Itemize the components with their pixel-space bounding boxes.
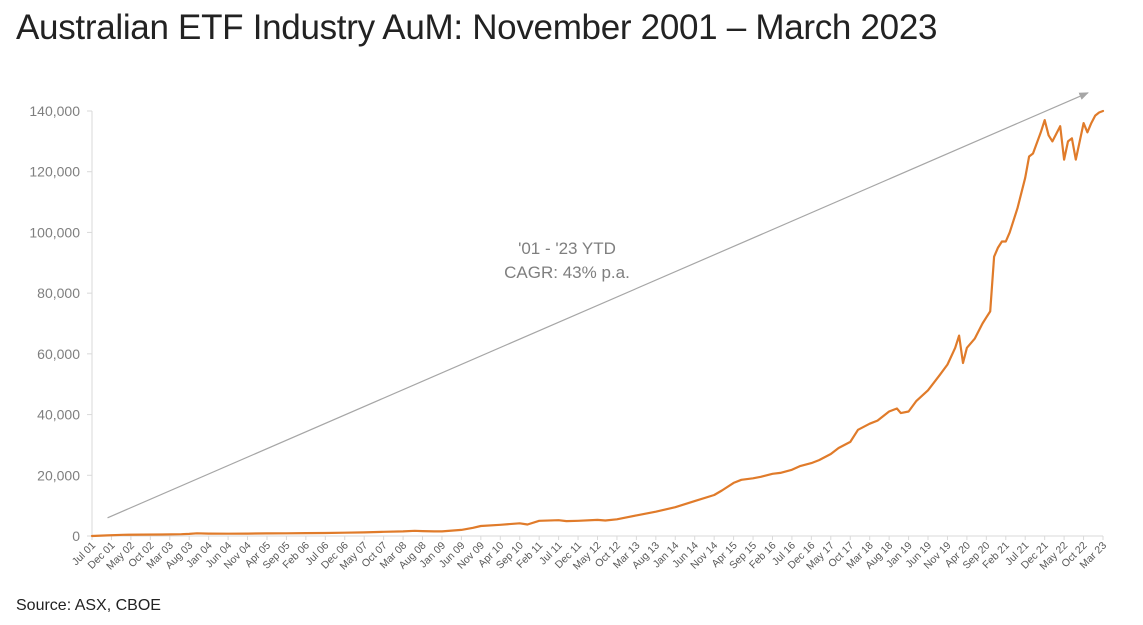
series-line-aum: [90, 109, 1105, 538]
cagr-annotation-period: '01 - '23 YTD: [518, 239, 616, 258]
y-tick-label: 20,000: [37, 467, 80, 483]
y-tick-label: 60,000: [37, 346, 80, 362]
y-tick-label: 140,000: [29, 103, 80, 119]
source-note: Source: ASX, CBOE: [16, 597, 161, 614]
y-tick-label: 40,000: [37, 407, 80, 423]
y-tick-label: 80,000: [37, 285, 80, 301]
y-axis: 0 20,000 40,000 60,000 80,000 100,000 120,000 1…: [29, 103, 93, 544]
y-tick-label: 100,000: [29, 224, 80, 240]
y-tick-label: 0: [72, 528, 80, 544]
trend-arrow: [107, 92, 1089, 519]
cagr-annotation-rate: CAGR: 43% p.a.: [504, 263, 630, 282]
chart-title: Australian ETF Industry AuM: November 20…: [16, 8, 938, 47]
y-tick-label: 120,000: [29, 164, 80, 180]
